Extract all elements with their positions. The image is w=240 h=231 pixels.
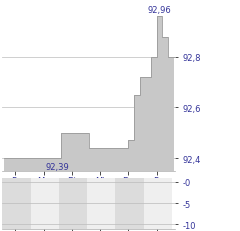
Text: 92,39: 92,39: [46, 162, 70, 171]
Bar: [144, 178, 172, 229]
Bar: [59, 178, 87, 229]
Bar: [87, 178, 115, 229]
Bar: [115, 178, 144, 229]
Bar: [31, 178, 59, 229]
Text: 92,96: 92,96: [148, 6, 171, 15]
Bar: [2, 178, 31, 229]
